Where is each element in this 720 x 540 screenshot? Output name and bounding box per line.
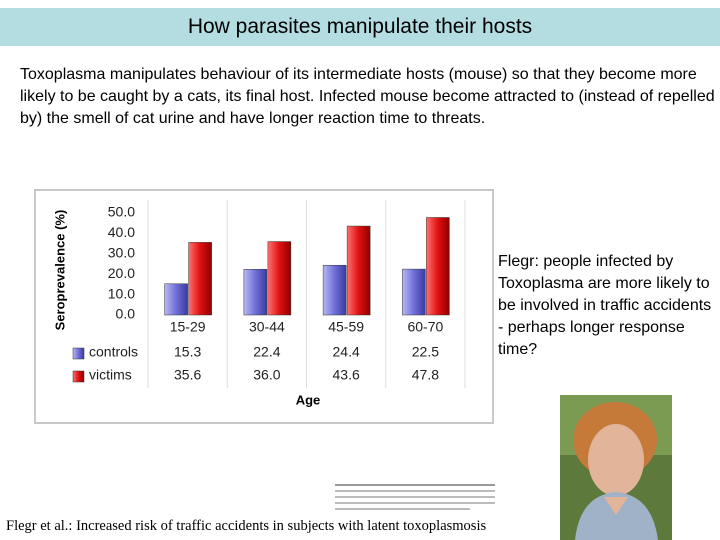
bar: [426, 217, 450, 316]
y-tick-label: 0.0: [116, 306, 136, 322]
photo: [560, 395, 672, 540]
bar: [402, 268, 426, 316]
table-cell: 43.6: [333, 367, 360, 383]
table-cell: 24.4: [333, 344, 360, 360]
citation: Flegr et al.: Increased risk of traffic …: [6, 518, 487, 534]
bar: [322, 264, 347, 316]
legend-label: victims: [89, 367, 132, 383]
x-tick-label: 60-70: [407, 319, 443, 335]
y-tick-label: 50.0: [108, 204, 135, 220]
slide-title: How parasites manipulate their hosts: [187, 15, 533, 38]
y-tick-label: 40.0: [108, 224, 135, 240]
caption-thumb: [333, 481, 497, 517]
table-cell: 35.6: [174, 367, 201, 383]
title-bar: [0, 8, 720, 46]
y-tick-label: 30.0: [108, 245, 135, 261]
bar: [188, 242, 212, 316]
bar: [346, 225, 371, 316]
bar: [267, 241, 292, 316]
table-cell: 15.3: [174, 344, 201, 360]
table-cell: 36.0: [253, 367, 280, 383]
legend-swatch: [72, 347, 85, 360]
table-cell: 47.8: [412, 367, 439, 383]
legend-label: controls: [89, 344, 138, 360]
bar: [164, 283, 188, 316]
table-cell: 22.5: [412, 344, 439, 360]
side-note: Flegr: people infected by Toxoplasma are…: [498, 253, 712, 358]
x-tick-label: 15-29: [170, 319, 206, 335]
y-tick-label: 20.0: [108, 265, 135, 281]
y-axis-label: Seroprevalence (%): [52, 210, 67, 331]
x-axis-label: Age: [296, 392, 321, 407]
intro-text: Toxoplasma manipulates behaviour of its …: [20, 66, 715, 127]
x-tick-label: 45-59: [328, 319, 364, 335]
x-tick-label: 30-44: [249, 319, 285, 335]
table-cell: 22.4: [253, 344, 280, 360]
y-tick-label: 10.0: [108, 285, 135, 301]
bar: [243, 269, 268, 316]
legend-swatch: [72, 370, 85, 383]
